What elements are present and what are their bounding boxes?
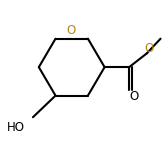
Text: HO: HO: [7, 120, 25, 134]
Text: O: O: [144, 42, 153, 55]
Text: O: O: [67, 24, 76, 37]
Text: O: O: [129, 90, 139, 103]
